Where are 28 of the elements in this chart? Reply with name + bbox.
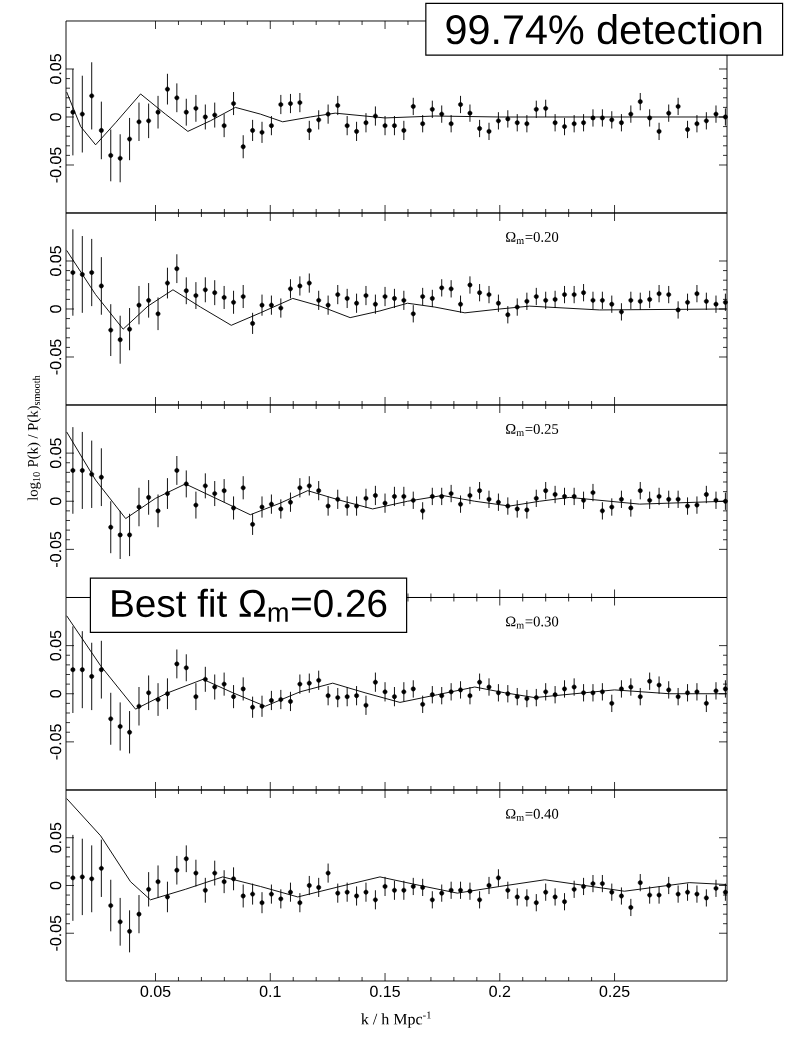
- x-axis-title: k / h Mpc$^{-1}$: [361, 1011, 431, 1028]
- y-tick-label: -0.05: [49, 531, 62, 567]
- x-tick-label: 0.1: [259, 985, 281, 998]
- y-tick-label: 0: [49, 881, 62, 890]
- x-tick-label: 0.2: [489, 985, 511, 998]
- y-tick-label: -0.05: [49, 915, 62, 951]
- y-tick-label: 0.05: [49, 54, 62, 84]
- y-tick-label: 0.05: [49, 630, 62, 661]
- y-tick-label: 0: [49, 689, 62, 698]
- y-axis-title: log$_{10}$ P(k) / P(k)$_{smooth}$: [27, 375, 41, 501]
- x-tick-label: 0.25: [599, 985, 630, 998]
- annotation: Ω$_{m}$=0.20: [506, 231, 559, 244]
- y-tick-label: 0.05: [49, 438, 62, 469]
- y-tick-label: 0: [49, 497, 62, 506]
- y-tick-label: 0.05: [49, 246, 62, 276]
- annotation: Ω$_{m}$=0.25: [506, 424, 559, 436]
- annotation: Best fit Ω$_{m}$=0.26: [112, 588, 387, 622]
- y-tick-label: 0: [49, 305, 62, 313]
- annotation: 99.74% detection: [446, 14, 762, 45]
- y-tick-label: 0.05: [49, 822, 62, 853]
- x-tick-label: 0.05: [140, 985, 171, 998]
- y-tick-label: -0.05: [49, 339, 62, 375]
- y-tick-label: -0.05: [49, 724, 62, 760]
- y-tick-label: 0: [49, 113, 62, 121]
- y-tick-label: -0.05: [49, 147, 62, 183]
- annotation: Ω$_{m}$=0.30: [506, 616, 559, 629]
- annotation: Ω$_{m}$=0.40: [506, 808, 559, 821]
- x-tick-label: 0.15: [370, 985, 400, 998]
